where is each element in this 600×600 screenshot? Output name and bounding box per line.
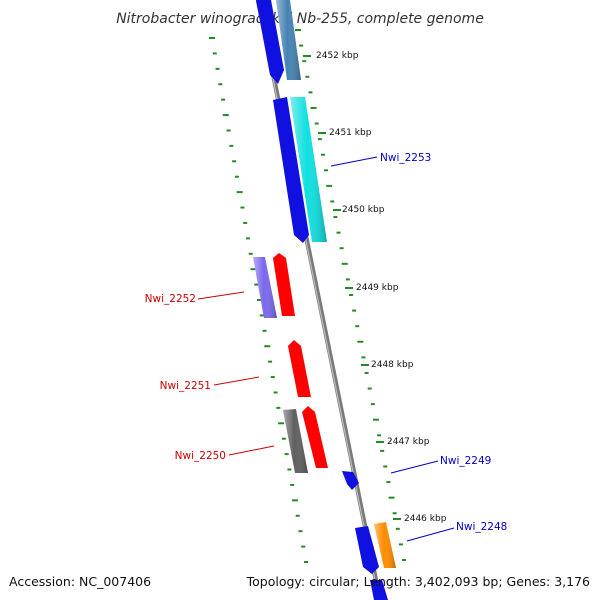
- gene-g9[interactable]: [302, 406, 328, 468]
- inner-tick-ring: [209, 37, 308, 563]
- gene-label-nwi-2252[interactable]: Nwi_2252: [145, 293, 196, 305]
- gene-labels: Nwi_2253 Nwi_2252 Nwi_2251 Nwi_2250 Nwi_…: [145, 152, 507, 542]
- gene-label-nwi-2251[interactable]: Nwi_2251: [160, 380, 211, 392]
- gene-g3[interactable]: [273, 97, 309, 243]
- kbp-label: 2450 kbp: [342, 205, 385, 215]
- gene-label-leader: [406, 527, 455, 542]
- gene-label-leader: [228, 445, 275, 456]
- kbp-label: 2448 kbp: [371, 360, 414, 370]
- kbp-label: 2447 kbp: [387, 437, 430, 447]
- gene-label-leader: [213, 376, 260, 386]
- gene-shading: [253, 0, 396, 568]
- gene-g6[interactable]: [273, 253, 295, 316]
- kbp-label: 2446 kbp: [404, 514, 447, 524]
- gene-g7[interactable]: [288, 340, 311, 397]
- kbp-label: 2449 kbp: [356, 283, 399, 293]
- kbp-label: 2451 kbp: [329, 128, 372, 138]
- outer-tick-ring: [295, 29, 406, 561]
- gene-label-nwi-2253[interactable]: Nwi_2253: [380, 152, 431, 164]
- gene-label-nwi-2248[interactable]: Nwi_2248: [456, 521, 507, 533]
- gene-g11[interactable]: [355, 526, 379, 574]
- topology-text: Topology: circular; Length: 3,402,093 bp…: [246, 574, 590, 589]
- gene-label-nwi-2249[interactable]: Nwi_2249: [440, 455, 491, 467]
- gene-g13[interactable]: [370, 580, 388, 600]
- gene-label-leader: [197, 291, 245, 300]
- kbp-label: 2452 kbp: [316, 51, 359, 61]
- kbp-labels: 2452 kbp 2451 kbp 2450 kbp 2449 kbp 2448…: [303, 51, 447, 524]
- genome-backbone-highlight: [256, 0, 380, 600]
- gene-g1[interactable]: [256, 0, 284, 84]
- gene-label-leader: [330, 156, 378, 167]
- gene-label-nwi-2250[interactable]: Nwi_2250: [175, 450, 226, 462]
- accession-text: Accession: NC_007406: [9, 574, 151, 589]
- gene-g10[interactable]: [342, 471, 359, 490]
- map-title: Nitrobacter winogradskyi Nb-255, complet…: [116, 11, 484, 27]
- genome-backbone: [255, 0, 383, 600]
- gene-label-leader: [390, 460, 439, 474]
